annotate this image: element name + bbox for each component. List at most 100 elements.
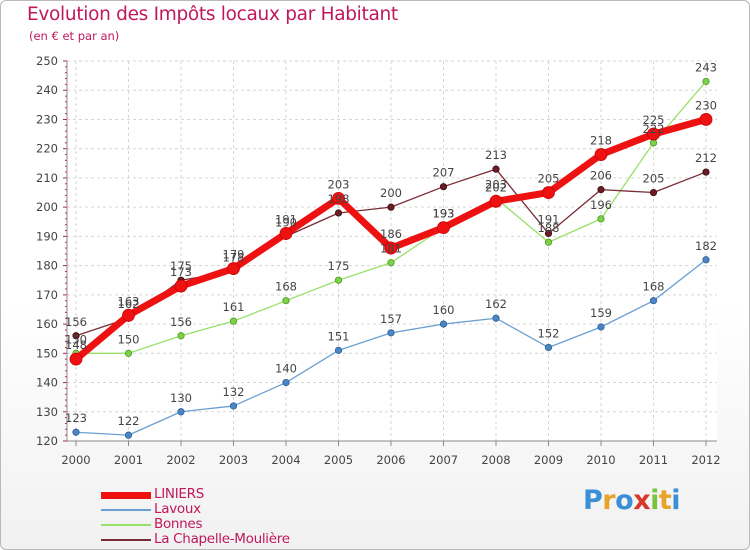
data-label-bonnes: 203: [485, 177, 507, 191]
data-label-liniers: 205: [538, 172, 560, 186]
y-tick-label: 160: [36, 317, 58, 331]
x-tick-label: 2011: [639, 453, 668, 467]
y-tick-label: 180: [36, 259, 58, 273]
data-point-la-chapelle-mouliere: [649, 188, 658, 197]
data-label-bonnes: 150: [65, 332, 87, 346]
data-label-liniers: 202: [485, 180, 507, 194]
data-label-la-chapelle-mouliere: 156: [65, 315, 87, 329]
logo-letter: i: [671, 485, 681, 516]
y-tick-label: 150: [36, 346, 58, 360]
data-point-bonnes: [544, 238, 553, 246]
data-point-la-chapelle-mouliere: [334, 209, 343, 217]
data-label-liniers: 230: [695, 98, 717, 112]
legend-swatch-liniers: [101, 491, 151, 499]
data-label-liniers: 218: [590, 134, 612, 148]
data-point-lavoux: [72, 428, 80, 436]
y-tick-label: 120: [36, 434, 58, 448]
chart-subtitle: (en € et par an): [29, 29, 120, 43]
y-tick-label: 220: [36, 142, 58, 156]
data-label-bonnes: 181: [380, 242, 402, 256]
x-tick-label: 2008: [481, 453, 510, 467]
data-label-lavoux: 157: [380, 312, 402, 326]
y-tick-label: 250: [36, 54, 58, 68]
data-label-lavoux: 140: [275, 362, 297, 376]
data-point-lavoux: [334, 346, 343, 354]
data-point-lavoux: [387, 329, 395, 337]
data-point-liniers: [279, 227, 293, 240]
logo-letter: P: [583, 485, 603, 516]
data-label-lavoux: 130: [170, 391, 192, 405]
data-point-lavoux: [282, 378, 290, 387]
data-point-la-chapelle-mouliere: [492, 165, 500, 173]
data-point-liniers: [594, 148, 608, 161]
data-label-la-chapelle-mouliere: 212: [695, 151, 717, 165]
data-point-liniers: [699, 113, 713, 126]
x-tick-label: 2003: [219, 453, 248, 467]
data-point-bonnes: [702, 77, 710, 86]
x-tick-label: 2000: [61, 453, 90, 467]
data-label-lavoux: 122: [118, 414, 140, 428]
data-label-lavoux: 162: [485, 297, 507, 311]
x-tick-label: 2002: [166, 453, 195, 467]
data-label-liniers: 173: [170, 265, 192, 279]
data-label-lavoux: 168: [643, 280, 665, 294]
data-label-la-chapelle-mouliere: 198: [328, 192, 350, 206]
legend-label-liniers: LINIERS: [154, 486, 204, 502]
data-label-la-chapelle-mouliere: 207: [433, 166, 455, 180]
logo-letter: i: [650, 485, 659, 516]
x-tick-label: 2010: [586, 453, 615, 467]
y-tick-label: 200: [36, 200, 58, 214]
data-label-lavoux: 123: [65, 411, 87, 425]
logo-letter: x: [633, 485, 651, 516]
legend-swatch-lavoux: [101, 509, 151, 511]
y-tick-label: 190: [36, 229, 58, 243]
x-tick-label: 2005: [324, 453, 353, 467]
data-label-la-chapelle-mouliere: 213: [485, 148, 507, 162]
logo-letter: o: [615, 485, 634, 516]
data-label-lavoux: 132: [223, 385, 245, 399]
data-label-lavoux: 159: [590, 306, 612, 320]
data-label-bonnes: 222: [643, 122, 665, 136]
data-label-bonnes: 175: [328, 259, 350, 273]
data-label-liniers: 179: [223, 248, 245, 262]
data-point-liniers: [174, 279, 188, 293]
data-point-lavoux: [124, 431, 133, 439]
data-point-liniers: [542, 186, 555, 199]
data-point-liniers: [437, 221, 450, 235]
x-tick-label: 2006: [376, 453, 405, 467]
data-point-la-chapelle-mouliere: [387, 203, 395, 211]
data-label-bonnes: 243: [695, 60, 717, 74]
data-label-la-chapelle-mouliere: 178: [223, 250, 245, 264]
data-labels: 148 163 173 179 191 203 186 193 202 205 218 225 230 1…: [65, 60, 717, 428]
data-label-liniers: 191: [275, 212, 297, 226]
data-label-la-chapelle-mouliere: 162: [118, 297, 140, 311]
logo-letter: t: [658, 485, 672, 516]
data-point-lavoux: [492, 314, 500, 322]
data-label-liniers: 163: [118, 294, 140, 308]
logo-letter: r: [602, 485, 616, 516]
x-tick-label: 2012: [691, 453, 720, 467]
data-label-bonnes: 161: [223, 300, 245, 314]
data-label-lavoux: 160: [433, 303, 455, 317]
data-label-bonnes: 168: [275, 280, 297, 294]
data-point-bonnes: [124, 349, 133, 357]
data-point-lavoux: [597, 323, 605, 331]
data-label-bonnes: 156: [170, 315, 192, 329]
data-point-liniers: [489, 194, 503, 208]
data-point-liniers: [332, 191, 345, 205]
data-label-liniers: 186: [380, 227, 402, 241]
data-label-liniers: 193: [433, 207, 455, 221]
data-label-lavoux: 152: [538, 326, 560, 340]
data-point-lavoux: [702, 256, 710, 264]
data-point-bonnes: [229, 317, 238, 325]
data-point-la-chapelle-mouliere: [597, 186, 605, 194]
data-point-bonnes: [177, 332, 185, 340]
x-tick-label: 2007: [429, 453, 458, 467]
data-label-la-chapelle-mouliere: 200: [380, 186, 402, 200]
y-tick-label: 210: [36, 171, 58, 185]
data-point-lavoux: [544, 343, 553, 352]
data-point-liniers: [384, 241, 398, 255]
data-label-la-chapelle-mouliere: 175: [170, 259, 192, 273]
data-label-la-chapelle-mouliere: 206: [590, 169, 612, 183]
